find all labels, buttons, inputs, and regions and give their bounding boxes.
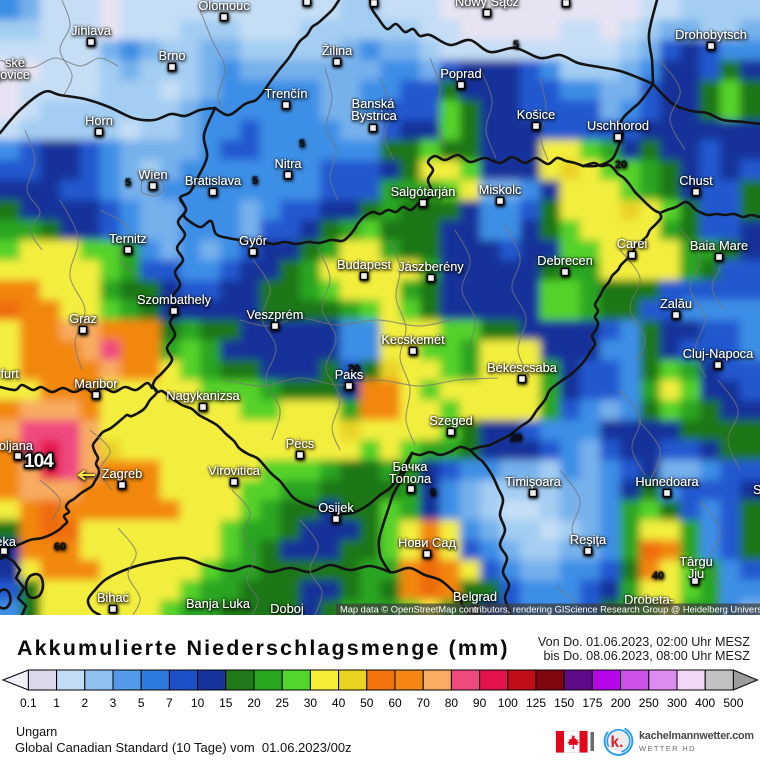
svg-text:Baia Mare: Baia Mare (690, 238, 748, 253)
svg-text:80: 80 (445, 696, 459, 710)
svg-text:Drobeta-: Drobeta- (624, 592, 674, 607)
svg-text:400: 400 (695, 696, 715, 710)
svg-text:7: 7 (166, 696, 173, 710)
svg-text:30: 30 (304, 696, 318, 710)
svg-text:Szombathely: Szombathely (137, 292, 212, 307)
svg-text:Chust: Chust (679, 173, 713, 188)
svg-text:Nagykanizsa: Nagykanizsa (166, 388, 240, 403)
svg-text:Košice: Košice (517, 107, 555, 122)
svg-text:Olomouc: Olomouc (198, 0, 250, 13)
svg-text:Wien: Wien (138, 167, 167, 182)
svg-text:Nitra: Nitra (274, 156, 302, 171)
svg-text:Horn: Horn (85, 113, 113, 128)
svg-text:Veszprém: Veszprém (247, 307, 304, 322)
svg-text:k.: k. (611, 734, 624, 751)
svg-text:5: 5 (125, 177, 131, 189)
svg-text:Poprad: Poprad (440, 66, 481, 81)
svg-text:100: 100 (498, 696, 518, 710)
svg-text:2: 2 (81, 696, 88, 710)
svg-text:Jihlava: Jihlava (71, 23, 112, 38)
svg-text:250: 250 (639, 696, 659, 710)
svg-text:Târgu: Târgu (679, 554, 712, 569)
svg-text:5: 5 (299, 138, 305, 150)
svg-text:Békéscsaba: Békéscsaba (487, 360, 558, 375)
svg-text:Jászberény: Jászberény (398, 259, 464, 274)
svg-text:Reşiţa: Reşiţa (570, 532, 607, 547)
svg-text:Doboj: Doboj (270, 601, 303, 615)
svg-text:Szeged: Szeged (429, 413, 472, 428)
svg-text:Bihać: Bihać (97, 590, 130, 605)
svg-text:1: 1 (53, 696, 60, 710)
svg-text:40: 40 (652, 570, 664, 582)
svg-text:Paks: Paks (335, 367, 363, 382)
svg-text:200: 200 (611, 696, 631, 710)
svg-text:eka: eka (0, 534, 17, 549)
svg-text:Timişoara: Timişoara (505, 474, 562, 489)
svg-text:90: 90 (473, 696, 487, 710)
svg-text:oljana: oljana (0, 438, 34, 453)
svg-text:Cluj-Napoca: Cluj-Napoca (683, 346, 754, 361)
svg-text:60: 60 (54, 541, 66, 553)
svg-text:Maribor: Maribor (74, 376, 118, 391)
svg-text:Osijek: Osijek (318, 500, 354, 515)
svg-text:15: 15 (219, 696, 233, 710)
svg-text:500: 500 (723, 696, 743, 710)
svg-text:Žilina: Žilina (322, 43, 353, 58)
svg-text:50: 50 (360, 696, 374, 710)
svg-text:Virovitica: Virovitica (208, 463, 261, 478)
svg-text:5: 5 (138, 696, 145, 710)
svg-text:70: 70 (417, 696, 431, 710)
svg-text:S: S (753, 482, 760, 497)
svg-text:Uschhorod: Uschhorod (587, 118, 649, 133)
svg-text:3: 3 (110, 696, 117, 710)
svg-text:Pécs: Pécs (286, 436, 314, 451)
svg-text:Banská: Banská (352, 96, 396, 111)
svg-text:5: 5 (252, 175, 258, 187)
svg-text:0.1: 0.1 (20, 696, 37, 710)
svg-text:Топола: Топола (389, 471, 432, 486)
svg-text:10: 10 (191, 696, 205, 710)
svg-text:furt: furt (1, 366, 20, 381)
svg-text:300: 300 (667, 696, 687, 710)
svg-text:20: 20 (348, 363, 360, 375)
svg-text:Graz: Graz (69, 311, 97, 326)
svg-text:Belgrad: Belgrad (453, 589, 497, 604)
svg-text:20: 20 (247, 696, 261, 710)
svg-text:Bratislava: Bratislava (185, 173, 242, 188)
svg-text:Нови Сад: Нови Сад (398, 535, 456, 550)
svg-text:Trenčín: Trenčín (265, 86, 308, 101)
svg-text:Miskolc: Miskolc (479, 182, 522, 197)
svg-text:5: 5 (513, 39, 519, 51)
svg-text:5: 5 (430, 487, 436, 499)
svg-text:Map data © OpenStreetMap contr: Map data © OpenStreetMap contributors, r… (340, 605, 760, 615)
svg-text:Ternitz: Ternitz (109, 231, 147, 246)
svg-text:Salgótarján: Salgótarján (391, 184, 456, 199)
svg-text:ské: ské (5, 55, 25, 70)
svg-text:20: 20 (615, 159, 627, 171)
svg-text:Bystrica: Bystrica (351, 108, 397, 123)
svg-text:20: 20 (510, 432, 522, 444)
svg-text:175: 175 (582, 696, 602, 710)
svg-text:Debrecen: Debrecen (537, 253, 593, 268)
svg-text:Budapest: Budapest (337, 257, 392, 272)
svg-text:Nowy Sącz: Nowy Sącz (455, 0, 519, 9)
svg-text:Zagreb: Zagreb (102, 466, 143, 481)
svg-text:25: 25 (276, 696, 290, 710)
svg-text:125: 125 (526, 696, 546, 710)
svg-text:Carei: Carei (617, 236, 648, 251)
svg-text:Drohobytsch: Drohobytsch (675, 27, 747, 42)
svg-text:Kecskemét: Kecskemét (381, 332, 445, 347)
svg-text:60: 60 (388, 696, 402, 710)
svg-text:104: 104 (24, 451, 54, 472)
svg-text:Brno: Brno (158, 48, 185, 63)
svg-text:jovice: jovice (0, 67, 30, 82)
svg-text:Jiu: Jiu (688, 566, 704, 581)
svg-text:Бачка: Бачка (393, 459, 429, 474)
svg-text:Zalău: Zalău (660, 296, 692, 311)
svg-text:40: 40 (332, 696, 346, 710)
svg-text:Hunedoara: Hunedoara (635, 474, 699, 489)
svg-text:150: 150 (554, 696, 574, 710)
svg-text:Banja Luka: Banja Luka (186, 596, 251, 611)
svg-text:Győr: Győr (239, 233, 267, 248)
